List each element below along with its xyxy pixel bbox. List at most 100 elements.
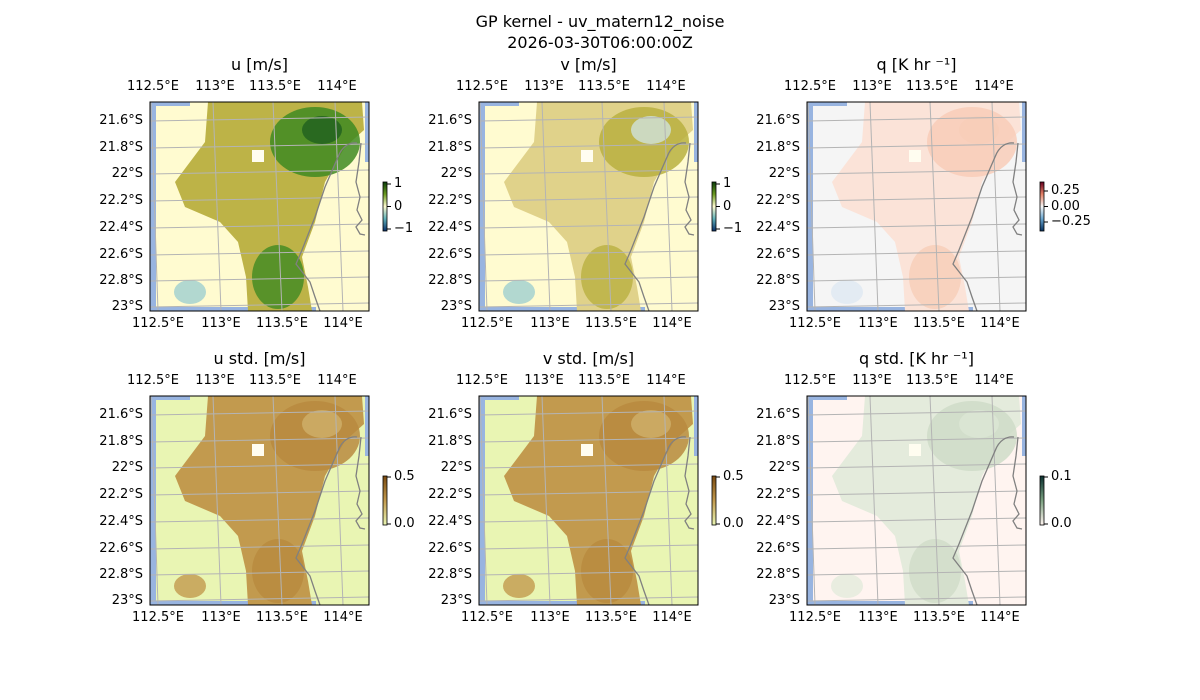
coastline-island bbox=[355, 436, 366, 530]
lat-tick-label: 22.8°S bbox=[756, 273, 800, 288]
gridline-lat bbox=[478, 223, 699, 229]
colorbar bbox=[382, 475, 388, 526]
lon-tick-label-top: 113.5°E bbox=[249, 373, 301, 388]
axes-frame bbox=[149, 101, 370, 312]
colorbar bbox=[1039, 475, 1045, 526]
gridline-lat bbox=[149, 570, 370, 576]
field-south-area bbox=[909, 539, 961, 603]
colorbar-tick-label: 0.25 bbox=[1051, 183, 1080, 198]
gridline-lat bbox=[806, 517, 1027, 523]
map-panel bbox=[149, 395, 370, 606]
missing-data-cell bbox=[252, 150, 264, 162]
missing-data-cell bbox=[581, 150, 593, 162]
field-south-area bbox=[252, 539, 304, 603]
gridline-lat bbox=[806, 223, 1027, 229]
ocean-mask-left bbox=[150, 102, 156, 311]
lon-tick-label-bottom: 113.5°E bbox=[256, 316, 308, 331]
lat-tick-label: 22.4°S bbox=[756, 220, 800, 235]
field-low-area bbox=[831, 574, 863, 598]
colorbar-tick-label: 0.0 bbox=[1051, 516, 1072, 531]
field-peak-area bbox=[302, 116, 342, 144]
lat-tick-label: 22°S bbox=[440, 460, 472, 475]
lat-tick-label: 22°S bbox=[111, 460, 143, 475]
ocean-mask-bottom bbox=[485, 307, 645, 311]
map-panel bbox=[806, 395, 1027, 606]
gridline-lon bbox=[929, 101, 940, 312]
lat-tick-label: 21.6°S bbox=[428, 407, 472, 422]
gridline-lon bbox=[150, 101, 159, 312]
lat-tick-label: 22.8°S bbox=[99, 273, 143, 288]
colorbar-tick-label: 1 bbox=[723, 176, 732, 191]
lon-tick-label-top: 114°E bbox=[646, 373, 686, 388]
gridline-lat bbox=[478, 570, 699, 576]
gridline-lon bbox=[479, 101, 488, 312]
gridline-lon bbox=[663, 395, 673, 606]
gridline-lon bbox=[991, 101, 1001, 312]
figure-title: GP kernel - uv_matern12_noise bbox=[475, 12, 725, 31]
lat-tick-label: 22.2°S bbox=[99, 193, 143, 208]
field-peak-area bbox=[302, 410, 342, 438]
lon-tick-label-top: 112.5°E bbox=[456, 373, 508, 388]
lon-tick-label-top: 112.5°E bbox=[127, 79, 179, 94]
gridline-lat bbox=[806, 596, 1027, 602]
lon-tick-label-bottom: 114°E bbox=[323, 316, 363, 331]
lon-tick-label-bottom: 113°E bbox=[530, 316, 570, 331]
colorbar bbox=[382, 181, 388, 232]
axes-frame bbox=[478, 395, 699, 606]
lat-tick-label: 21.8°S bbox=[756, 140, 800, 155]
ocean-mask-bottom bbox=[156, 307, 316, 311]
colorbar-tick-label: −1 bbox=[723, 221, 743, 236]
axes-frame bbox=[149, 395, 370, 606]
colorbar-tick-label: 0.5 bbox=[723, 469, 744, 484]
lon-tick-label-top: 113.5°E bbox=[578, 79, 630, 94]
gridline-lat bbox=[149, 517, 370, 523]
gridline-lat bbox=[478, 544, 699, 550]
lat-tick-label: 22.4°S bbox=[99, 220, 143, 235]
gridline-lat bbox=[149, 196, 370, 202]
gridline-lon bbox=[929, 395, 940, 606]
lat-tick-label: 21.8°S bbox=[99, 140, 143, 155]
gridline-lat bbox=[478, 596, 699, 602]
gridline-lat bbox=[806, 544, 1027, 550]
panel-title: u std. [m/s] bbox=[213, 349, 306, 368]
lon-tick-label-top: 114°E bbox=[317, 79, 357, 94]
gridline-lon bbox=[479, 395, 488, 606]
gridline-lat bbox=[149, 276, 370, 282]
lon-tick-label-bottom: 113.5°E bbox=[913, 610, 965, 625]
colorbar-tick-label: 1 bbox=[394, 176, 403, 191]
coastline bbox=[295, 436, 358, 606]
lat-tick-label: 22.2°S bbox=[99, 487, 143, 502]
lat-tick-label: 22.8°S bbox=[756, 567, 800, 582]
gridline-lat bbox=[806, 116, 1027, 122]
gridline-lat bbox=[478, 196, 699, 202]
field-peak-area bbox=[959, 116, 999, 144]
lon-tick-label-top: 113°E bbox=[195, 79, 235, 94]
field-south-area bbox=[581, 539, 633, 603]
lat-tick-label: 22°S bbox=[768, 460, 800, 475]
lon-tick-label-top: 113.5°E bbox=[906, 79, 958, 94]
lat-tick-label: 21.6°S bbox=[428, 113, 472, 128]
lat-tick-label: 21.8°S bbox=[428, 434, 472, 449]
coastline-island bbox=[684, 142, 695, 236]
lat-tick-label: 23°S bbox=[768, 593, 800, 608]
lat-tick-label: 23°S bbox=[111, 593, 143, 608]
colorbar bbox=[711, 475, 717, 526]
gridline-lon bbox=[212, 395, 222, 606]
lat-tick-label: 22.2°S bbox=[428, 193, 472, 208]
gridline-lat bbox=[806, 196, 1027, 202]
gridline-lon bbox=[869, 101, 879, 312]
panel-title: v std. [m/s] bbox=[542, 349, 635, 368]
ocean-mask-top bbox=[479, 396, 519, 400]
lat-tick-label: 22.6°S bbox=[428, 541, 472, 556]
field-south-area bbox=[252, 245, 304, 309]
gridline-lat bbox=[478, 143, 699, 149]
lon-tick-label-top: 112.5°E bbox=[784, 373, 836, 388]
ocean-mask-left bbox=[807, 396, 813, 605]
lon-tick-label-bottom: 113°E bbox=[858, 610, 898, 625]
lat-tick-label: 23°S bbox=[768, 299, 800, 314]
ocean-mask-right bbox=[1022, 102, 1026, 162]
field-low-area bbox=[503, 280, 535, 304]
panel-title: u [m/s] bbox=[230, 55, 289, 74]
lon-tick-label-bottom: 113.5°E bbox=[913, 316, 965, 331]
lon-tick-label-bottom: 114°E bbox=[652, 610, 692, 625]
